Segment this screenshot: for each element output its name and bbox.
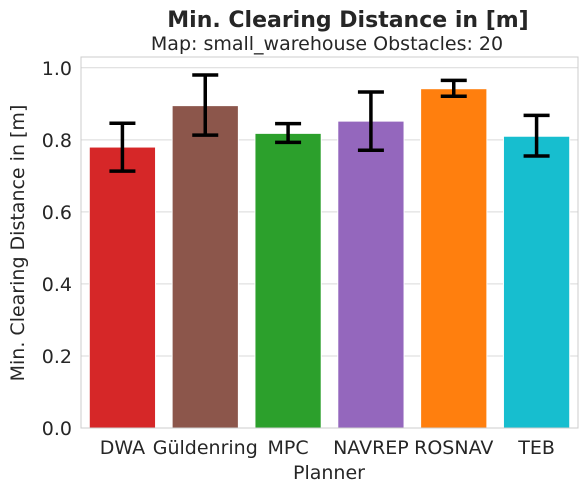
y-tick-label: 0.8 [42,130,72,152]
chart-title: Min. Clearing Distance in [m] [167,8,528,33]
x-tick-label: TEB [517,437,555,459]
x-tick-label: Güldenring [153,437,258,459]
error-bars [109,73,550,173]
chart-subtitle: Map: small_warehouse Obstacles: 20 [151,33,503,55]
x-tick-label: ROSNAV [414,437,493,459]
x-tick-label: MPC [268,437,309,459]
y-axis-label: Min. Clearing Distance in [m] [7,105,29,382]
x-tick-labels: DWA Güldenring MPC NAVREP ROSNAV TEB [100,437,555,459]
x-tick-label: NAVREP [333,437,409,459]
y-tick-label: 0.4 [42,274,72,296]
grid-lines [81,67,578,357]
y-tick-label: 0.6 [42,202,72,224]
bar [420,88,488,429]
x-tick-label: DWA [100,437,145,459]
bar [502,135,571,429]
y-tick-label: 1.0 [42,58,72,80]
bar [171,105,239,429]
y-tick-labels: 0.0 0.2 0.4 0.6 0.8 1.0 [42,58,72,440]
bar [254,132,322,429]
bars [88,88,571,429]
y-tick-label: 0.0 [42,418,72,440]
x-axis-label: Planner [293,462,365,484]
bar [337,120,405,429]
plot-frame [80,56,579,429]
bar [88,146,157,429]
y-tick-label: 0.2 [42,346,72,368]
